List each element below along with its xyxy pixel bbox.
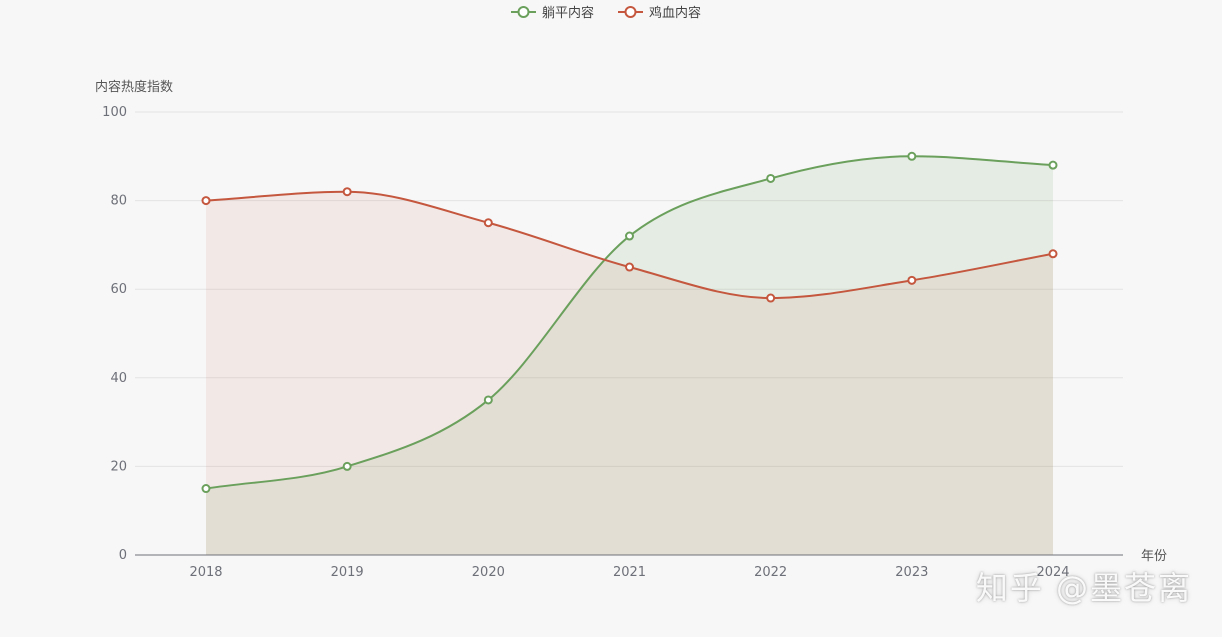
data-point[interactable] <box>766 173 776 183</box>
y-tick-label: 80 <box>110 194 127 209</box>
data-point[interactable] <box>342 461 352 471</box>
x-tick-label: 2024 <box>1036 565 1069 580</box>
y-axis: 0 20 40 60 80 100 <box>102 105 127 563</box>
legend-label: 鸡血内容 <box>649 5 701 21</box>
watermark: 知乎 @墨苍离 <box>975 569 1192 607</box>
data-points <box>201 151 1058 494</box>
x-tick-label: 2020 <box>472 565 505 580</box>
data-point[interactable] <box>201 196 211 206</box>
gridlines <box>135 111 1123 467</box>
x-axis-label: 年份 <box>1141 549 1167 564</box>
legend-marker-icon <box>624 6 637 18</box>
x-tick-label: 2018 <box>189 565 222 580</box>
x-tick-label: 2019 <box>331 565 364 580</box>
data-point[interactable] <box>1048 249 1058 259</box>
y-tick-label: 40 <box>110 371 127 386</box>
data-point[interactable] <box>907 275 917 285</box>
area-fills <box>206 156 1053 556</box>
series-area-1 <box>206 156 1053 556</box>
data-point[interactable] <box>483 218 493 228</box>
x-tick-label: 2021 <box>613 565 646 580</box>
x-tick-label: 2023 <box>895 565 928 580</box>
legend-item-1[interactable]: 躺平内容 <box>511 5 594 21</box>
y-tick-label: 20 <box>110 459 127 474</box>
y-tick-label: 0 <box>119 548 127 563</box>
y-tick-label: 60 <box>110 282 127 297</box>
legend-marker-icon <box>517 6 530 18</box>
data-point[interactable] <box>625 231 634 241</box>
legend-label: 躺平内容 <box>542 5 594 21</box>
data-point[interactable] <box>483 395 493 405</box>
data-point[interactable] <box>1048 160 1058 170</box>
y-tick-label: 100 <box>102 105 127 120</box>
legend-item-2[interactable]: 鸡血内容 <box>618 5 701 21</box>
x-tick-label: 2022 <box>754 565 787 580</box>
data-point[interactable] <box>907 151 917 161</box>
legend[interactable]: 躺平内容 鸡血内容 <box>511 5 701 21</box>
data-point[interactable] <box>766 293 776 303</box>
series-area-2 <box>206 191 1053 556</box>
data-point[interactable] <box>201 484 211 494</box>
x-axis: 2018 2019 2020 2021 2022 2023 2024 <box>135 554 1123 580</box>
data-point[interactable] <box>342 187 352 197</box>
y-axis-label: 内容热度指数 <box>95 79 173 95</box>
data-point[interactable] <box>625 262 634 272</box>
